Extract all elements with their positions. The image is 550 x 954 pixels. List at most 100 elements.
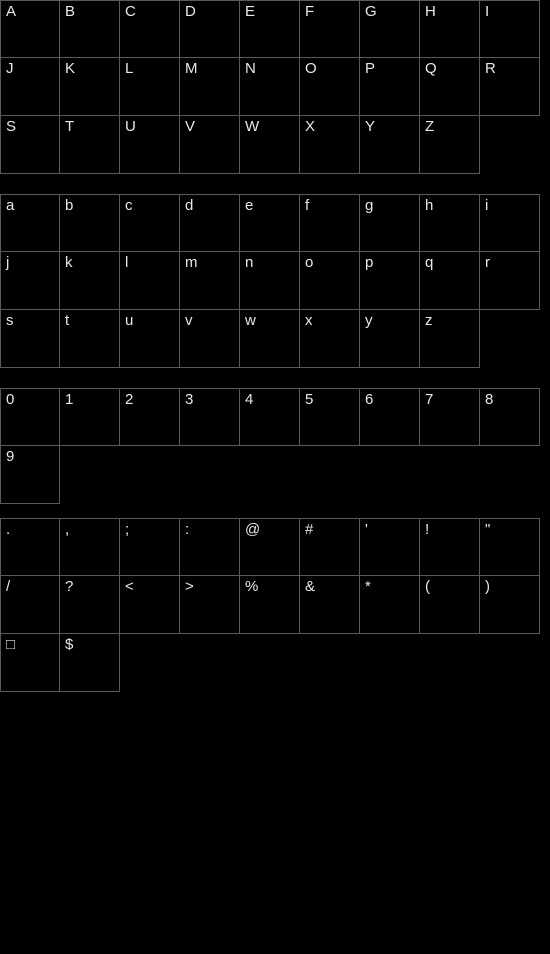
glyph-cell: ! <box>420 518 480 576</box>
glyph-label: A <box>6 4 16 19</box>
glyph-label: F <box>305 4 314 19</box>
glyph-cell: a <box>0 194 60 252</box>
glyph-label: " <box>485 522 490 537</box>
glyph-label: 0 <box>6 392 14 407</box>
glyph-label: U <box>125 119 136 134</box>
glyph-label: i <box>485 198 488 213</box>
glyph-label: z <box>425 313 433 328</box>
glyph-label: c <box>125 198 133 213</box>
glyph-label: G <box>365 4 377 19</box>
glyph-label: a <box>6 198 14 213</box>
glyph-label: k <box>65 255 73 270</box>
glyph-cell: ' <box>360 518 420 576</box>
glyph-label: M <box>185 61 198 76</box>
glyph-label: Z <box>425 119 434 134</box>
glyph-cell: w <box>240 310 300 368</box>
glyph-label: D <box>185 4 196 19</box>
glyph-label: y <box>365 313 373 328</box>
glyph-label: x <box>305 313 313 328</box>
glyph-cell: x <box>300 310 360 368</box>
glyph-label: H <box>425 4 436 19</box>
glyph-cell: k <box>60 252 120 310</box>
glyph-label: ; <box>125 522 129 537</box>
glyph-cell: f <box>300 194 360 252</box>
glyph-label: . <box>6 522 10 537</box>
glyph-cell: X <box>300 116 360 174</box>
glyph-cell: 7 <box>420 388 480 446</box>
glyph-label: b <box>65 198 73 213</box>
section-gap <box>0 174 550 194</box>
glyph-cell: D <box>180 0 240 58</box>
glyph-cell: b <box>60 194 120 252</box>
glyph-cell: / <box>0 576 60 634</box>
glyph-label: 4 <box>245 392 253 407</box>
glyph-cell: G <box>360 0 420 58</box>
glyph-cell: A <box>0 0 60 58</box>
glyph-label: 2 <box>125 392 133 407</box>
glyph-cell: L <box>120 58 180 116</box>
glyph-cell: e <box>240 194 300 252</box>
glyph-label: o <box>305 255 313 270</box>
glyph-cell: K <box>60 58 120 116</box>
glyph-label: & <box>305 579 315 594</box>
glyph-label: / <box>6 579 10 594</box>
glyph-section-lowercase: abcdefghijklmnopqrstuvwxyz <box>0 194 541 368</box>
glyph-cell: 8 <box>480 388 540 446</box>
glyph-cell: E <box>240 0 300 58</box>
glyph-cell: p <box>360 252 420 310</box>
glyph-label: $ <box>65 637 73 652</box>
glyph-cell: T <box>60 116 120 174</box>
glyph-label: L <box>125 61 133 76</box>
glyph-section-digits: 0123456789 <box>0 388 541 504</box>
glyph-label: V <box>185 119 195 134</box>
glyph-cell: y <box>360 310 420 368</box>
glyph-label: J <box>6 61 14 76</box>
glyph-cell: % <box>240 576 300 634</box>
glyph-cell: i <box>480 194 540 252</box>
glyph-cell: h <box>420 194 480 252</box>
glyph-cell: 0 <box>0 388 60 446</box>
glyph-label: 7 <box>425 392 433 407</box>
glyph-label: 8 <box>485 392 493 407</box>
section-gap <box>0 504 550 518</box>
section-gap <box>0 368 550 388</box>
glyph-cell: " <box>480 518 540 576</box>
glyph-cell: : <box>180 518 240 576</box>
glyph-label: ' <box>365 522 368 537</box>
glyph-cell: F <box>300 0 360 58</box>
glyph-cell: v <box>180 310 240 368</box>
glyph-cell: W <box>240 116 300 174</box>
glyph-label: e <box>245 198 253 213</box>
glyph-cell: ( <box>420 576 480 634</box>
glyph-cell: U <box>120 116 180 174</box>
glyph-label: t <box>65 313 69 328</box>
glyph-cell: □ <box>0 634 60 692</box>
glyph-cell: B <box>60 0 120 58</box>
glyph-label: ) <box>485 579 490 594</box>
glyph-label: P <box>365 61 375 76</box>
glyph-cell: @ <box>240 518 300 576</box>
glyph-cell: l <box>120 252 180 310</box>
glyph-label: Y <box>365 119 375 134</box>
glyph-cell: n <box>240 252 300 310</box>
glyph-label: B <box>65 4 75 19</box>
glyph-label: ? <box>65 579 73 594</box>
glyph-cell: 5 <box>300 388 360 446</box>
glyph-cell: 2 <box>120 388 180 446</box>
glyph-cell: 1 <box>60 388 120 446</box>
glyph-cell: P <box>360 58 420 116</box>
glyph-cell: g <box>360 194 420 252</box>
glyph-cell: J <box>0 58 60 116</box>
glyph-cell: $ <box>60 634 120 692</box>
glyph-label: ( <box>425 579 430 594</box>
glyph-label: f <box>305 198 309 213</box>
glyph-cell: # <box>300 518 360 576</box>
glyph-cell: t <box>60 310 120 368</box>
glyph-label: v <box>185 313 193 328</box>
glyph-cell: N <box>240 58 300 116</box>
glyph-cell: R <box>480 58 540 116</box>
glyph-label: w <box>245 313 256 328</box>
glyph-label: u <box>125 313 133 328</box>
glyph-cell: S <box>0 116 60 174</box>
glyph-cell: M <box>180 58 240 116</box>
